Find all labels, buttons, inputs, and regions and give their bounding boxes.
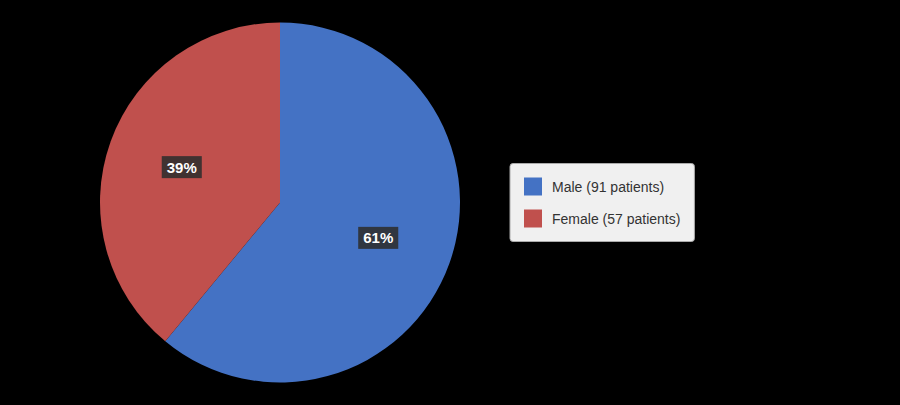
legend-swatch (524, 178, 542, 196)
pie-slice (100, 23, 280, 342)
slices (100, 23, 460, 383)
data-label-group: 61% (358, 227, 398, 249)
data-label-group: 39% (162, 156, 202, 178)
legend-frame (510, 164, 694, 242)
background (0, 0, 900, 405)
data-labels: 61% 39% (162, 156, 398, 249)
legend-label: Male (91 patients) (552, 179, 664, 195)
legend-label: Female (57 patients) (552, 211, 680, 227)
data-label-box (162, 156, 202, 178)
data-label: 39% (167, 159, 197, 176)
legend-swatch (524, 210, 542, 228)
data-label-box (358, 227, 398, 249)
legend: Male (91 patients) Female (57 patients) (510, 164, 694, 242)
chart: 61% 39% Male (91 patients) Female (57 patie… (0, 0, 900, 405)
chart-container: 61% 39% Male (91 patients) Female (57 patie… (0, 0, 900, 405)
data-label: 61% (363, 229, 393, 246)
